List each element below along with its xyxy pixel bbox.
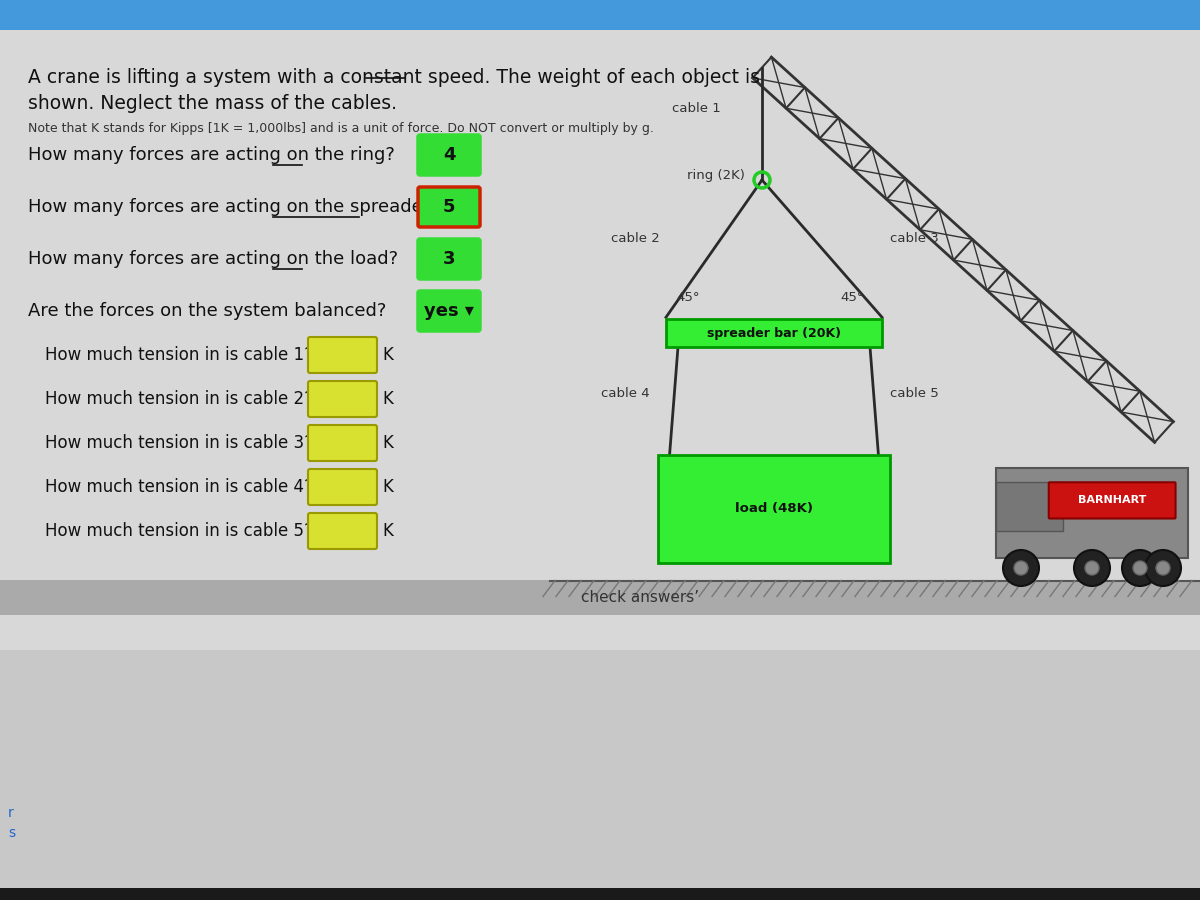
Text: 5: 5 [443, 198, 455, 216]
Bar [0, 0, 1200, 30]
Circle shape [1145, 550, 1181, 586]
Circle shape [1085, 561, 1099, 575]
Text: K: K [382, 478, 392, 496]
Bar [996, 482, 1063, 531]
Circle shape [1074, 550, 1110, 586]
FancyBboxPatch shape [418, 187, 480, 227]
Text: K: K [382, 390, 392, 408]
Text: cable 2: cable 2 [611, 232, 660, 245]
FancyBboxPatch shape [308, 513, 377, 549]
Text: ring (2K): ring (2K) [686, 169, 745, 183]
Text: How much tension in is cable 3?: How much tension in is cable 3? [46, 434, 313, 452]
Text: r: r [8, 806, 13, 820]
Circle shape [1003, 550, 1039, 586]
Text: 4: 4 [443, 146, 455, 164]
Text: K: K [382, 434, 392, 452]
Text: cable 1: cable 1 [672, 103, 721, 115]
Bar [996, 468, 1188, 558]
Text: K: K [382, 346, 392, 364]
Circle shape [1133, 561, 1147, 575]
Text: How many forces are acting on the spreader bar?: How many forces are acting on the spread… [28, 198, 475, 216]
FancyBboxPatch shape [308, 337, 377, 373]
Bar [0, 888, 1200, 900]
FancyBboxPatch shape [308, 425, 377, 461]
Text: shown. Neglect the mass of the cables.: shown. Neglect the mass of the cables. [28, 94, 397, 113]
Text: How much tension in is cable 5?: How much tension in is cable 5? [46, 522, 313, 540]
Text: cable 4: cable 4 [601, 387, 649, 400]
Text: 45°: 45° [840, 291, 864, 304]
FancyBboxPatch shape [308, 381, 377, 417]
Circle shape [1014, 561, 1028, 575]
Text: check answersʼ: check answersʼ [581, 590, 700, 606]
Bar [0, 580, 1200, 615]
Text: How many forces are acting on the ring?: How many forces are acting on the ring? [28, 146, 395, 164]
Text: Are the forces on the system balanced?: Are the forces on the system balanced? [28, 302, 386, 320]
Text: How many forces are acting on the load?: How many forces are acting on the load? [28, 250, 398, 268]
Text: spreader bar (20K): spreader bar (20K) [707, 327, 841, 339]
Text: cable 5: cable 5 [890, 387, 938, 400]
Text: load (48K): load (48K) [734, 502, 814, 515]
Text: Note that K stands for Kipps [1K = 1,000lbs] and is a unit of force. Do NOT conv: Note that K stands for Kipps [1K = 1,000… [28, 122, 654, 135]
FancyBboxPatch shape [658, 454, 890, 562]
FancyBboxPatch shape [418, 239, 480, 279]
Text: 45°: 45° [676, 291, 700, 304]
Text: s: s [8, 826, 16, 840]
Text: cable 3: cable 3 [890, 232, 938, 245]
Text: How much tension in is cable 1?: How much tension in is cable 1? [46, 346, 313, 364]
FancyBboxPatch shape [418, 135, 480, 175]
FancyBboxPatch shape [1049, 482, 1176, 518]
FancyBboxPatch shape [418, 291, 480, 331]
Circle shape [1122, 550, 1158, 586]
FancyBboxPatch shape [666, 319, 882, 347]
Text: yes ▾: yes ▾ [424, 302, 474, 320]
Bar [0, 30, 1200, 650]
Text: How much tension in is cable 4?: How much tension in is cable 4? [46, 478, 313, 496]
FancyBboxPatch shape [308, 469, 377, 505]
Text: A crane is lifting a system with a constant speed. The weight of each object is: A crane is lifting a system with a const… [28, 68, 760, 87]
Text: K: K [382, 522, 392, 540]
Text: How much tension in is cable 2?: How much tension in is cable 2? [46, 390, 313, 408]
Text: BARNHART: BARNHART [1078, 495, 1146, 506]
Circle shape [1156, 561, 1170, 575]
Text: 3: 3 [443, 250, 455, 268]
